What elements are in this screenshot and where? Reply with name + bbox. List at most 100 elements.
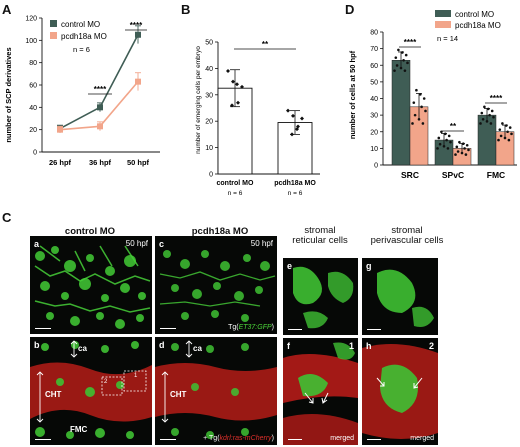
- chart-b-point: [240, 84, 244, 89]
- chart-d-point: [413, 113, 417, 117]
- chart-d-point: [463, 147, 466, 150]
- chart-d-point: [412, 101, 416, 104]
- chart-d-ytick-label: 60: [370, 63, 378, 70]
- chart-a-ytick-label: 80: [29, 60, 37, 67]
- caption-cherry: + Tg(kdrl:ras-mCherry): [203, 435, 274, 442]
- scalebar-c: [160, 327, 176, 329]
- label-merged-h: merged: [410, 435, 434, 442]
- chart-d-point: [490, 109, 494, 113]
- chart-b-point: [226, 69, 230, 74]
- chart-b-point: [230, 103, 234, 108]
- micrograph-e: e: [283, 258, 358, 335]
- chart-d-point: [455, 145, 459, 149]
- chart-a-point: [97, 104, 103, 111]
- micrograph-c: c 50 hpf Tg(ET37:GFP): [155, 236, 277, 334]
- chart-b-xtick-label: control MO: [217, 180, 254, 187]
- chart-d-ytick-label: 70: [370, 46, 378, 53]
- chart-d-point: [492, 115, 495, 119]
- chart-b-point: [231, 79, 235, 84]
- chart-b-point: [300, 116, 304, 121]
- chart-a-point: [135, 31, 141, 38]
- micrograph-c-image: [159, 250, 276, 322]
- label-b: b: [34, 340, 40, 350]
- micrograph-f-image: [283, 342, 358, 445]
- chart-d-bar: [391, 60, 411, 166]
- legend-pcdh-label: pcdh18a MO: [61, 32, 107, 41]
- chart-d-point: [497, 138, 500, 142]
- chart-d: number of cells at 50 hpf 0 10 20 30 40 50 60 7…: [348, 10, 517, 180]
- label-f: f: [287, 341, 290, 351]
- chart-d-point: [406, 61, 409, 65]
- sig-a-36: ****: [94, 85, 107, 94]
- chart-d-legend: control MO pcdh18a MO n = 14: [435, 10, 501, 43]
- chart-d-point: [401, 51, 404, 54]
- sig-b: **: [262, 40, 269, 49]
- label-cht-d: CHT: [170, 390, 187, 399]
- chart-b: number of emerging cells per embryo 0 10 2…: [195, 40, 320, 197]
- chart-d-point: [411, 122, 414, 125]
- chart-d-point: [415, 88, 418, 92]
- chart-d-point: [505, 124, 508, 127]
- label-f-box: 1: [348, 341, 354, 351]
- label-h-box: 2: [428, 341, 434, 351]
- label-box2: 2: [104, 379, 108, 385]
- panel-b-letter: B: [181, 2, 191, 17]
- micrograph-a: a 50 hpf: [30, 236, 152, 334]
- chart-b-ytick-label: 50: [205, 40, 213, 47]
- chart-d-xtick-label: SRC: [401, 170, 419, 180]
- legend-control-swatch: [50, 20, 57, 27]
- caption-cherry-name: kdrl:ras-mCherry: [219, 435, 272, 442]
- chart-b-point: [295, 127, 299, 132]
- chart-d-point: [421, 122, 425, 125]
- chart-d-point: [438, 142, 442, 146]
- chart-d-point: [445, 138, 448, 142]
- panel-a-letter: A: [2, 2, 12, 17]
- chart-d-point: [419, 93, 422, 96]
- chart-b-ytick-label: 0: [209, 172, 213, 179]
- chart-d-point: [420, 105, 423, 109]
- box-2: [101, 376, 123, 396]
- chart-d-ylabel: number of cells at 50 hpf: [348, 50, 357, 139]
- micrograph-h-image: [362, 344, 438, 439]
- sig-d-fmc: ****: [490, 94, 503, 103]
- chart-d-point: [483, 105, 486, 109]
- box-1: [123, 370, 147, 392]
- chart-a-ytick-label: 60: [29, 83, 37, 90]
- chart-a-point: [57, 126, 63, 133]
- chart-b-point: [286, 108, 290, 113]
- label-e: e: [287, 261, 293, 271]
- chart-d-point: [508, 126, 512, 129]
- scalebar-a: [35, 327, 51, 329]
- legend-d-pcdh-label: pcdh18a MO: [455, 21, 501, 30]
- chart-a-ytick-label: 100: [25, 38, 37, 45]
- chart-d-point: [395, 64, 399, 67]
- chart-d-ytick-label: 30: [370, 113, 378, 120]
- chart-d-point: [498, 128, 502, 131]
- chart-d-point: [454, 153, 457, 156]
- chart-d-point: [460, 151, 464, 155]
- chart-a-legend: control MO pcdh18a MO n = 6: [50, 20, 107, 54]
- legend-pcdh-swatch: [50, 32, 57, 39]
- scalebar-b: [35, 438, 51, 440]
- chart-d-ytick-label: 10: [370, 146, 378, 153]
- chart-a: number of SCP derivatives 0 20 40 60 80 100 12…: [4, 16, 160, 167]
- chart-d-point: [501, 122, 504, 125]
- scalebar-d: [160, 438, 176, 440]
- legend-control-label: control MO: [61, 20, 100, 29]
- chart-d-n: n = 14: [437, 34, 458, 43]
- chart-d-point: [458, 140, 461, 144]
- chart-d-point: [417, 117, 421, 121]
- chart-a-series-line: [59, 34, 139, 130]
- chart-d-point: [447, 134, 451, 138]
- chart-d-point: [507, 138, 511, 142]
- chart-d-point: [403, 69, 407, 72]
- chart-d-point: [399, 66, 403, 70]
- stage-a: 50 hpf: [125, 239, 148, 248]
- chart-d-point: [446, 147, 450, 150]
- caption-gfp-name: ET37:GFP: [238, 324, 272, 331]
- caption-cherry-suffix: ): [271, 435, 274, 442]
- chart-b-bar: [217, 87, 253, 175]
- sig-d-src: ****: [404, 38, 417, 47]
- chart-a-ytick-label: 20: [29, 127, 37, 134]
- chart-d-point: [487, 107, 490, 111]
